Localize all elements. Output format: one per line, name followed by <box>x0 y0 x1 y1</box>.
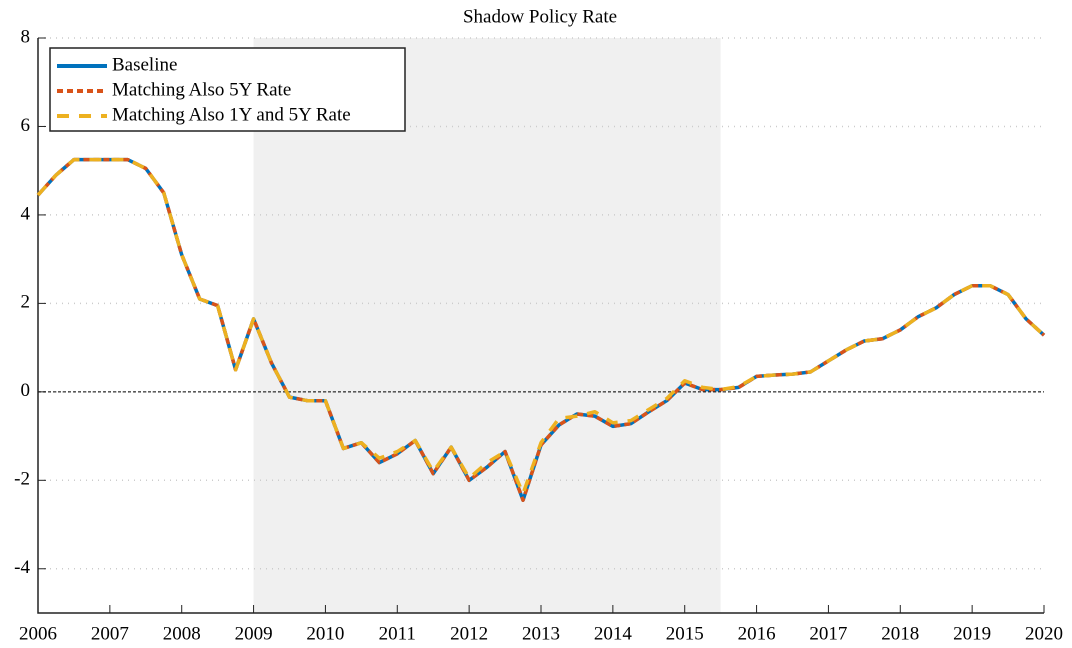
x-tick-label: 2020 <box>1025 623 1063 644</box>
x-tick-label: 2013 <box>522 623 560 644</box>
legend: Baseline Matching Also 5Y Rate Matching Al… <box>49 47 406 132</box>
chart-title: Shadow Policy Rate <box>463 6 617 27</box>
legend-label: Matching Also 5Y Rate <box>112 79 291 100</box>
y-tick-label: 2 <box>21 292 31 313</box>
x-tick-label: 2018 <box>881 623 919 644</box>
x-tick-label: 2007 <box>91 623 129 644</box>
x-tick-label: 2009 <box>235 623 273 644</box>
x-tick-label: 2011 <box>379 623 416 644</box>
y-tick-label: 0 <box>21 380 31 401</box>
x-tick-label: 2017 <box>809 623 847 644</box>
x-tick-label: 2016 <box>738 623 776 644</box>
axes <box>37 38 1044 614</box>
legend-label: Baseline <box>112 54 177 75</box>
y-tick-label: 4 <box>21 203 31 224</box>
legend-label: Matching Also 1Y and 5Y Rate <box>112 104 351 125</box>
legend-box <box>49 47 406 132</box>
x-tick-label: 2010 <box>306 623 344 644</box>
x-tick-label: 2014 <box>594 623 633 644</box>
x-tick-label: 2019 <box>953 623 991 644</box>
x-tick-label: 2012 <box>450 623 488 644</box>
y-tick-label: 6 <box>21 115 31 136</box>
y-tick-label: 8 <box>21 26 31 47</box>
x-tick-label: 2008 <box>163 623 201 644</box>
x-tick-label: 2006 <box>19 623 57 644</box>
line-series <box>36 157 1046 496</box>
y-tick-label: -2 <box>14 469 30 490</box>
shaded-period <box>253 38 721 613</box>
x-tick-label: 2015 <box>666 623 704 644</box>
y-tick-label: -4 <box>14 557 30 578</box>
